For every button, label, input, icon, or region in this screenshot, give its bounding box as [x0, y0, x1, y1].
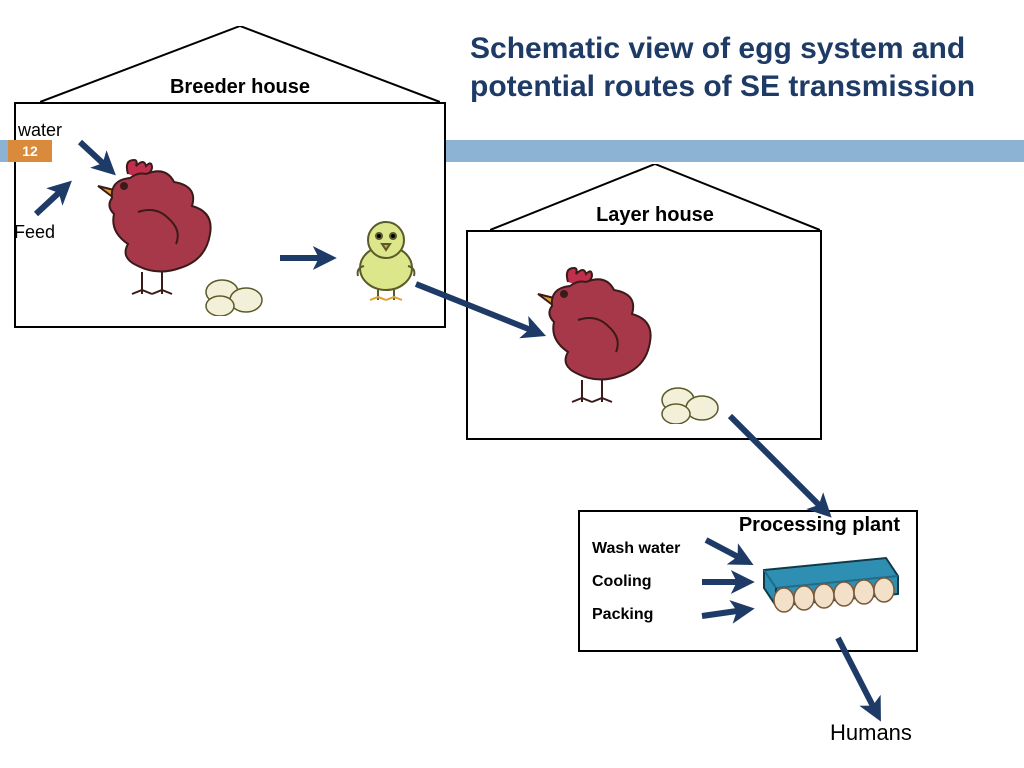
arrow-feed-in	[36, 188, 64, 214]
humans-label: Humans	[830, 720, 912, 746]
arrows-layer	[0, 0, 1024, 768]
arrow-water-in	[80, 142, 108, 168]
breeder-house-label: Breeder house	[40, 76, 440, 99]
processing-step-cool: Cooling	[592, 573, 652, 591]
layer-house-label: Layer house	[490, 204, 820, 227]
arrow-chick-to-layer	[416, 284, 536, 332]
arrow-layer-to-proc	[730, 416, 824, 510]
diagram-canvas: { "title": { "text": "Schematic view of …	[0, 0, 1024, 768]
arrow-proc-pack	[702, 610, 744, 616]
arrow-proc-wash	[706, 540, 744, 560]
arrow-proc-to-humans	[838, 638, 876, 712]
feed-label: Feed	[14, 222, 55, 243]
processing-plant-title: Processing plant	[578, 514, 900, 537]
water-label: water	[18, 120, 62, 141]
processing-step-wash: Wash water	[592, 540, 680, 558]
processing-step-pack: Packing	[592, 606, 653, 624]
